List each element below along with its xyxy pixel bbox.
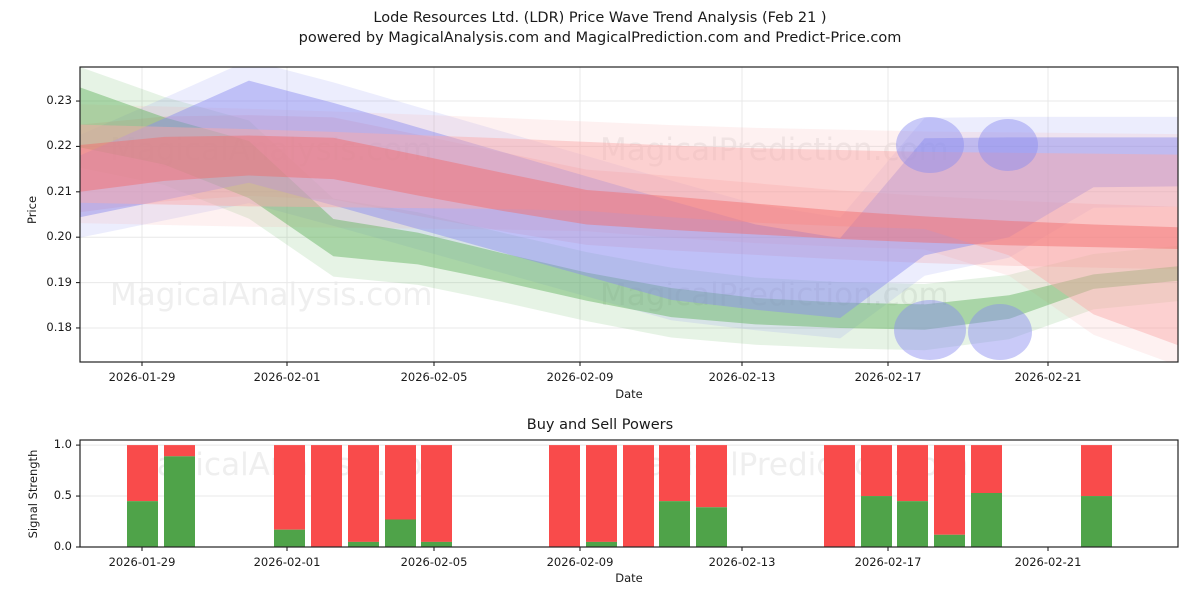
power-x-axis-label: Date (569, 571, 689, 585)
buy-sell-title: Buy and Sell Powers (0, 417, 1200, 433)
price-x-tick-label: 2026-02-13 (682, 370, 802, 384)
price-x-tick-label: 2026-02-21 (988, 370, 1108, 384)
buy-power-bar (348, 542, 379, 547)
chart-page: Lode Resources Ltd. (LDR) Price Wave Tre… (0, 0, 1200, 600)
buy-power-bar (127, 501, 158, 547)
sell-power-bar (421, 445, 452, 542)
price-y-tick-label: 0.19 (0, 275, 72, 289)
buy-power-bar (696, 507, 727, 547)
power-x-tick-label: 2026-02-01 (227, 555, 347, 569)
price-band-blue-lobe (978, 119, 1038, 171)
power-x-tick-label: 2026-01-29 (82, 555, 202, 569)
buy-power-bar (385, 519, 416, 547)
sell-power-bar (1081, 445, 1112, 496)
price-x-tick-label: 2026-02-09 (520, 370, 640, 384)
power-x-tick-label: 2026-02-21 (988, 555, 1108, 569)
sell-power-bar (385, 445, 416, 519)
buy-power-bar (1081, 496, 1112, 547)
sell-power-bar (971, 445, 1002, 493)
buy-power-bar (659, 501, 690, 547)
sell-power-bar (311, 445, 342, 547)
buy-power-bar (971, 493, 1002, 547)
sell-power-bar (586, 445, 617, 542)
sell-power-bar (127, 445, 158, 501)
power-x-tick-label: 2026-02-17 (828, 555, 948, 569)
sell-power-bar (861, 445, 892, 496)
sell-power-bar (696, 445, 727, 507)
sell-power-bar (164, 445, 195, 456)
sell-power-bar (934, 445, 965, 535)
price-y-tick-label: 0.22 (0, 138, 72, 152)
power-y-axis-label: Signal Strength (26, 419, 40, 569)
price-y-tick-label: 0.23 (0, 93, 72, 107)
price-x-tick-label: 2026-02-01 (227, 370, 347, 384)
sell-power-bar (348, 445, 379, 542)
sell-power-bar (824, 445, 855, 547)
price-x-axis-label: Date (569, 387, 689, 401)
buy-power-bar (164, 456, 195, 547)
price-band-blue-lobe (894, 300, 966, 360)
power-x-tick-label: 2026-02-09 (520, 555, 640, 569)
sell-power-bar (623, 445, 654, 547)
buy-power-bar (274, 530, 305, 547)
sell-power-bar (659, 445, 690, 501)
price-band-blue-lobe (896, 117, 964, 173)
buy-power-bar (586, 542, 617, 547)
sell-power-bar (274, 445, 305, 530)
power-x-tick-label: 2026-02-05 (374, 555, 494, 569)
price-wave-trend-chart: MagicalAnalysis.com MagicalPrediction.co… (0, 0, 1200, 405)
buy-power-bar (861, 496, 892, 547)
price-x-tick-label: 2026-01-29 (82, 370, 202, 384)
buy-power-bar (934, 535, 965, 547)
price-x-tick-label: 2026-02-05 (374, 370, 494, 384)
sell-power-bar (897, 445, 928, 501)
price-y-axis-label: Price (25, 170, 39, 250)
price-y-tick-label: 0.18 (0, 320, 72, 334)
power-x-tick-label: 2026-02-13 (682, 555, 802, 569)
price-x-tick-label: 2026-02-17 (828, 370, 948, 384)
sell-power-bar (549, 445, 580, 547)
buy-power-bar (897, 501, 928, 547)
price-band-blue-lobe (968, 304, 1032, 360)
buy-power-bar (421, 542, 452, 547)
